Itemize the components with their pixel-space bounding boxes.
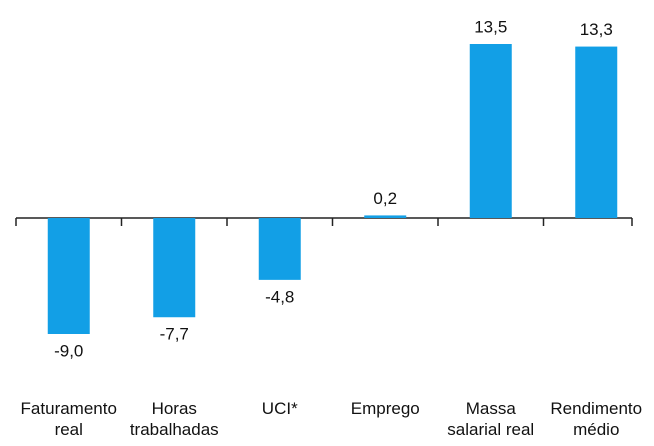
x-tick-label: Horas trabalhadas [129,399,219,439]
bar [258,218,301,280]
bar [469,44,512,218]
data-label: 0,2 [373,189,397,208]
x-tick-label: Emprego [350,399,420,418]
data-label: -4,8 [265,287,294,306]
data-label: -9,0 [54,341,83,360]
data-label: -7,7 [160,325,189,344]
bar [47,218,90,334]
bar [153,218,196,318]
x-tick-label: UCI* [261,399,298,418]
data-label: 13,5 [474,17,507,36]
bar [575,46,618,219]
bar [364,215,407,218]
data-label: 13,3 [580,20,613,39]
x-tick-label: Faturamento real [20,399,117,439]
x-tick-label: Massa salarial real [447,399,535,439]
x-tick-label: Rendimento médio [550,399,643,439]
